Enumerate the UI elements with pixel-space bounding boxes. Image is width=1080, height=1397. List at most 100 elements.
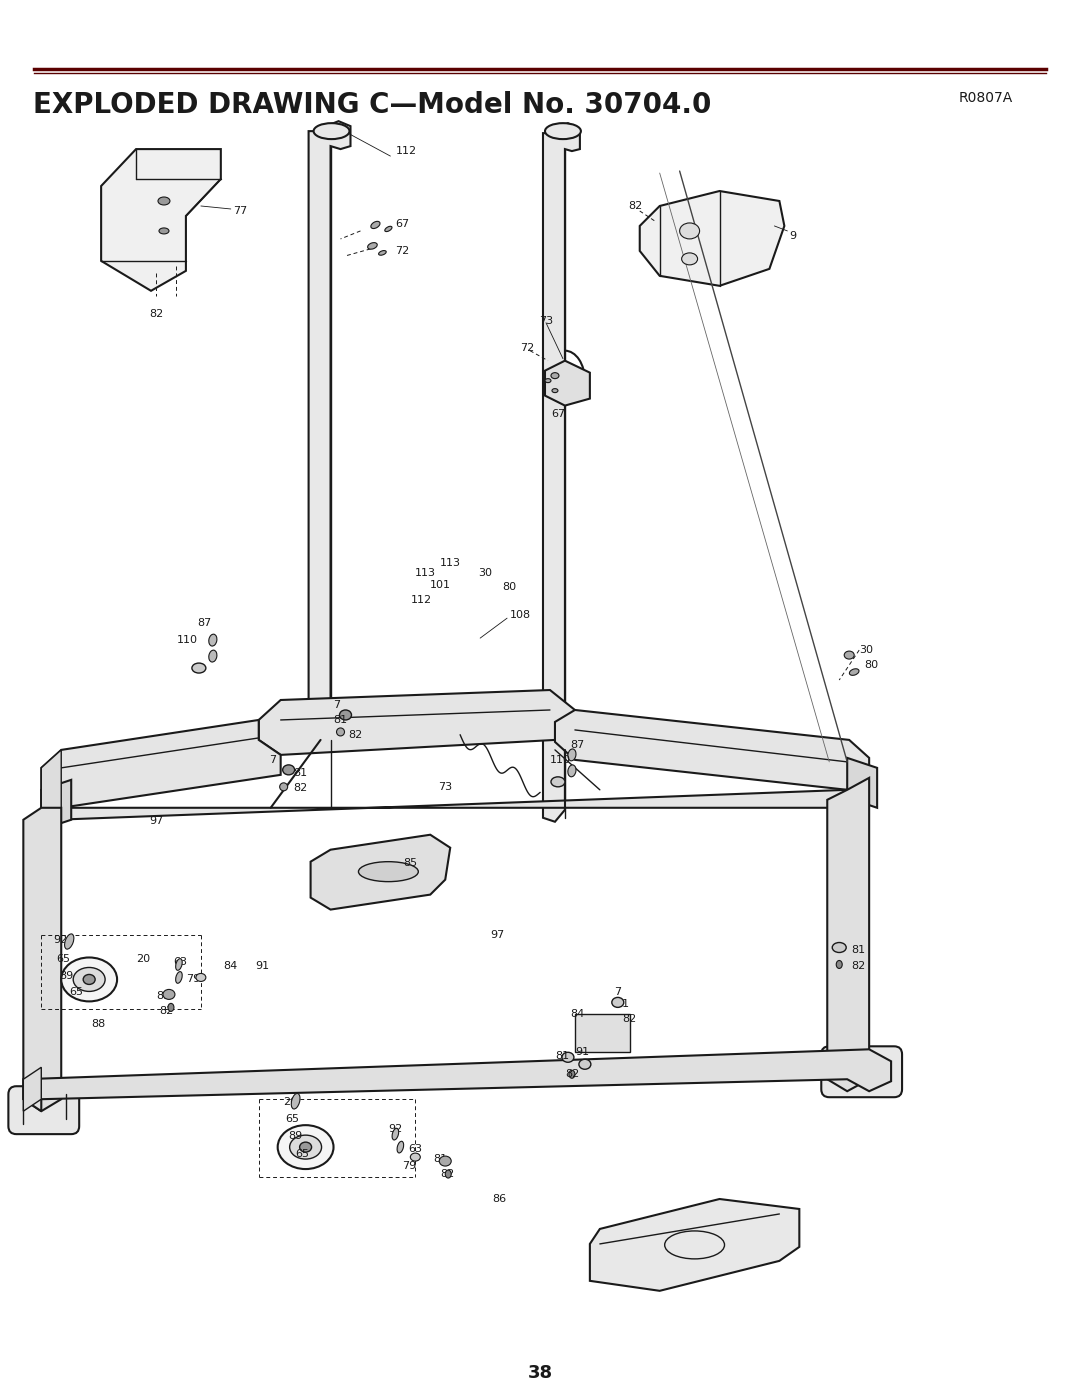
Polygon shape (827, 778, 869, 1091)
Text: 110: 110 (177, 636, 198, 645)
Text: 89: 89 (59, 971, 73, 982)
Text: R0807A: R0807A (959, 91, 1013, 105)
Text: 7: 7 (613, 988, 621, 997)
Polygon shape (24, 1067, 41, 1111)
Text: 101: 101 (430, 580, 451, 591)
Polygon shape (309, 122, 351, 740)
Text: 97: 97 (149, 816, 163, 826)
Ellipse shape (679, 224, 700, 239)
Text: 73: 73 (438, 782, 453, 792)
Text: 110: 110 (550, 754, 571, 766)
Ellipse shape (833, 943, 847, 953)
Ellipse shape (392, 1129, 399, 1140)
Text: 81: 81 (433, 1154, 447, 1164)
Text: 38: 38 (527, 1363, 553, 1382)
Polygon shape (590, 1199, 799, 1291)
Text: 77: 77 (233, 205, 247, 217)
Polygon shape (545, 360, 590, 405)
Polygon shape (41, 750, 62, 812)
Ellipse shape (836, 961, 842, 968)
Text: 81: 81 (156, 992, 171, 1002)
Ellipse shape (545, 379, 551, 383)
Ellipse shape (849, 669, 859, 675)
Text: 92: 92 (53, 935, 68, 944)
Polygon shape (24, 807, 62, 1111)
Ellipse shape (65, 933, 73, 949)
Text: 82: 82 (441, 1169, 455, 1179)
Text: 80: 80 (864, 659, 878, 671)
Ellipse shape (208, 650, 217, 662)
Ellipse shape (339, 710, 351, 719)
Text: 91: 91 (256, 961, 270, 971)
Ellipse shape (168, 1003, 174, 1011)
Ellipse shape (562, 1052, 573, 1062)
Ellipse shape (569, 1070, 575, 1078)
Polygon shape (847, 759, 877, 807)
Ellipse shape (283, 766, 295, 775)
Text: 72: 72 (521, 342, 535, 352)
Text: 82: 82 (349, 731, 363, 740)
Text: 82: 82 (565, 1069, 579, 1080)
Text: 73: 73 (539, 316, 553, 326)
Ellipse shape (73, 968, 105, 992)
Text: 65: 65 (56, 954, 70, 964)
Text: 82: 82 (851, 961, 865, 971)
Text: 87: 87 (197, 617, 211, 629)
Text: 82: 82 (627, 201, 642, 211)
Ellipse shape (208, 634, 217, 645)
Text: 63: 63 (408, 1144, 422, 1154)
Polygon shape (311, 835, 450, 909)
Text: 88: 88 (91, 1020, 106, 1030)
Ellipse shape (195, 974, 206, 982)
Text: 65: 65 (285, 1115, 299, 1125)
Ellipse shape (545, 123, 581, 140)
Ellipse shape (176, 971, 183, 983)
Text: 85: 85 (403, 858, 417, 868)
Text: 82: 82 (294, 782, 308, 793)
Ellipse shape (551, 373, 559, 379)
Ellipse shape (289, 1136, 322, 1160)
Ellipse shape (299, 1143, 312, 1153)
Text: 65: 65 (296, 1150, 310, 1160)
Text: EXPLODED DRAWING C—Model No. 30704.0: EXPLODED DRAWING C—Model No. 30704.0 (33, 91, 712, 119)
Ellipse shape (384, 226, 392, 232)
Ellipse shape (159, 228, 168, 233)
Ellipse shape (337, 728, 345, 736)
Polygon shape (102, 149, 220, 291)
Text: 20: 20 (283, 1097, 297, 1108)
Text: 81: 81 (294, 768, 308, 778)
Text: 81: 81 (334, 715, 348, 725)
Text: 67: 67 (395, 219, 409, 229)
Ellipse shape (568, 766, 576, 777)
Text: 113: 113 (416, 569, 436, 578)
Ellipse shape (551, 777, 565, 787)
Text: 89: 89 (288, 1132, 302, 1141)
Text: 97: 97 (490, 929, 504, 940)
Ellipse shape (397, 1141, 404, 1153)
Ellipse shape (313, 123, 350, 140)
Text: 92: 92 (389, 1125, 403, 1134)
Text: 20: 20 (136, 954, 150, 964)
Polygon shape (543, 123, 580, 821)
Text: 87: 87 (570, 740, 584, 750)
Ellipse shape (845, 651, 854, 659)
Text: 7: 7 (334, 700, 340, 710)
Ellipse shape (62, 957, 117, 1002)
Text: 91: 91 (575, 1048, 589, 1058)
Polygon shape (24, 1049, 891, 1111)
Polygon shape (41, 719, 281, 807)
Ellipse shape (83, 975, 95, 985)
Text: 79: 79 (403, 1161, 417, 1171)
Ellipse shape (552, 388, 558, 393)
Polygon shape (639, 191, 784, 286)
Ellipse shape (359, 862, 418, 882)
Text: 65: 65 (69, 988, 83, 997)
Text: 30: 30 (860, 645, 873, 655)
Text: 79: 79 (186, 975, 200, 985)
Text: 84: 84 (570, 1010, 584, 1020)
Bar (575, 1014, 630, 1052)
Ellipse shape (192, 664, 206, 673)
Text: 84: 84 (222, 961, 238, 971)
Ellipse shape (579, 1059, 591, 1069)
Ellipse shape (440, 1157, 451, 1166)
